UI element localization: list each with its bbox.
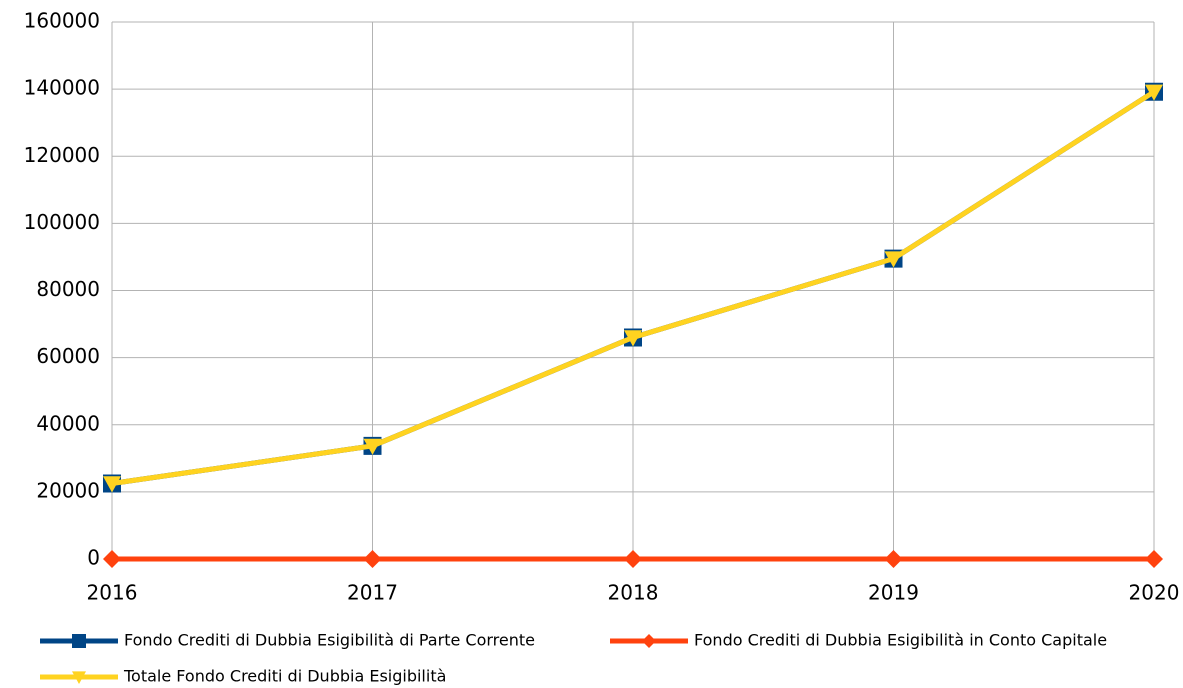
y-tick-label: 0 <box>87 546 100 570</box>
x-tick-label: 2017 <box>347 581 398 605</box>
series <box>103 550 1163 568</box>
marker <box>1145 84 1163 101</box>
y-tick-label: 40000 <box>36 411 100 435</box>
y-tick-label: 120000 <box>24 143 100 167</box>
marker <box>884 251 903 268</box>
marker <box>1145 550 1163 568</box>
marker <box>72 671 86 684</box>
legend-label: Totale Fondo Crediti di Dubbia Esigibili… <box>123 667 446 686</box>
marker <box>642 634 656 648</box>
legend-item: Totale Fondo Crediti di Dubbia Esigibili… <box>40 667 446 686</box>
legend-label: Fondo Crediti di Dubbia Esigibilità di P… <box>124 631 535 650</box>
x-tick-label: 2020 <box>1129 581 1180 605</box>
legend-item: Fondo Crediti di Dubbia Esigibilità di P… <box>40 631 535 650</box>
y-tick-label: 80000 <box>36 277 100 301</box>
y-tick-label: 60000 <box>36 344 100 368</box>
marker <box>624 550 642 568</box>
marker <box>103 476 121 493</box>
y-tick-label: 20000 <box>36 478 100 502</box>
legend-label: Fondo Crediti di Dubbia Esigibilità in C… <box>694 631 1107 650</box>
series <box>103 84 1163 493</box>
marker <box>884 550 903 568</box>
legend-item: Fondo Crediti di Dubbia Esigibilità in C… <box>610 631 1107 650</box>
marker <box>624 330 642 347</box>
marker <box>363 550 382 568</box>
x-tick-label: 2016 <box>87 581 138 605</box>
y-tick-label: 160000 <box>24 9 100 33</box>
y-tick-label: 100000 <box>24 210 100 234</box>
y-tick-label: 140000 <box>24 76 100 100</box>
marker <box>363 438 382 455</box>
x-tick-label: 2019 <box>868 581 919 605</box>
x-tick-label: 2018 <box>608 581 659 605</box>
marker <box>72 634 86 648</box>
marker <box>103 550 121 568</box>
